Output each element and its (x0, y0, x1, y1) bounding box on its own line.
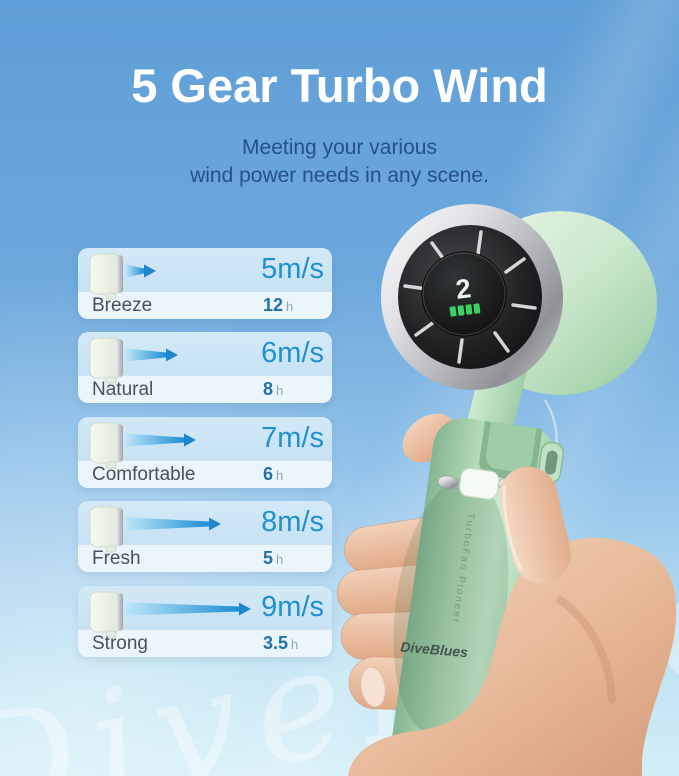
speed-value: 7m/s (261, 422, 324, 454)
handle-text: TurboFan Pioneer (449, 512, 476, 625)
fan-handle: TurboFan Pioneer DiveBlues (385, 418, 564, 776)
bezel-ring (380, 204, 564, 390)
hand-fingers (336, 413, 476, 712)
hinge-notch (479, 420, 543, 481)
subtitle-line-1: Meeting your various (242, 136, 437, 159)
side-screw-right (497, 477, 519, 492)
gear-label: Breeze (92, 295, 153, 316)
runtime-value: 12 (263, 295, 284, 315)
brand-logo: DiveBlues (400, 638, 469, 660)
card-bottom-band (78, 460, 332, 488)
gear-digit: 2 (454, 273, 473, 305)
lanyard-slot (537, 441, 564, 484)
power-button (458, 467, 500, 500)
runtime-value: 8 (263, 379, 274, 399)
runtime-unit: h (291, 637, 299, 652)
fan-head: 2 (380, 204, 657, 462)
gear-card-strong: 9m/s Strong 3.5 h (78, 586, 332, 657)
gear-card-breeze: 5m/s Breeze 12 h (78, 248, 332, 319)
subtitle-line-2: wind power needs in any scene. (190, 164, 489, 187)
page-title: 5 Gear Turbo Wind (131, 59, 548, 112)
side-screw-left (437, 475, 459, 490)
gear-label: Strong (92, 633, 148, 654)
runtime-unit: h (286, 299, 294, 314)
page-subtitle: Meeting your various wind power needs in… (0, 134, 679, 190)
wind-arrow-icon (126, 433, 196, 447)
wind-arrow-icon (126, 517, 221, 531)
fan-side-icon (89, 591, 123, 638)
card-bottom-band (78, 629, 332, 657)
runtime-unit: h (276, 552, 284, 567)
hand-palm (348, 466, 677, 776)
gear-label: Fresh (92, 548, 141, 569)
speed-value: 5m/s (261, 253, 324, 285)
blade-spokes (403, 230, 537, 364)
battery-level-icon (449, 303, 481, 317)
thumb (499, 466, 571, 584)
fan-side-icon (89, 337, 123, 384)
runtime: 3.5 h (263, 633, 298, 654)
fan-side-icon (89, 506, 123, 553)
card-bottom-band (78, 375, 332, 403)
runtime-unit: h (276, 468, 284, 483)
runtime: 12 h (263, 295, 293, 316)
gear-label: Comfortable (92, 464, 196, 485)
speed-value: 6m/s (261, 337, 324, 369)
hinge-neck (461, 348, 529, 462)
runtime-unit: h (276, 383, 284, 398)
gear-label: Natural (92, 379, 154, 400)
fan-blades (398, 225, 542, 369)
fingernail (360, 666, 386, 708)
background-swirl (491, 399, 558, 539)
fan-side-icon (89, 422, 123, 469)
runtime-value: 3.5 (263, 633, 289, 653)
wind-arrow-icon (126, 602, 251, 616)
runtime-value: 5 (263, 548, 274, 568)
wind-arrow-icon (126, 264, 156, 278)
fan-display (421, 251, 507, 337)
runtime-value: 6 (263, 464, 274, 484)
fan-side-icon (89, 253, 123, 300)
speed-value: 8m/s (261, 506, 324, 538)
wind-arrow-icon (126, 348, 178, 362)
card-bottom-band (78, 291, 332, 319)
speed-value: 9m/s (261, 591, 324, 623)
card-bottom-band (78, 544, 332, 572)
